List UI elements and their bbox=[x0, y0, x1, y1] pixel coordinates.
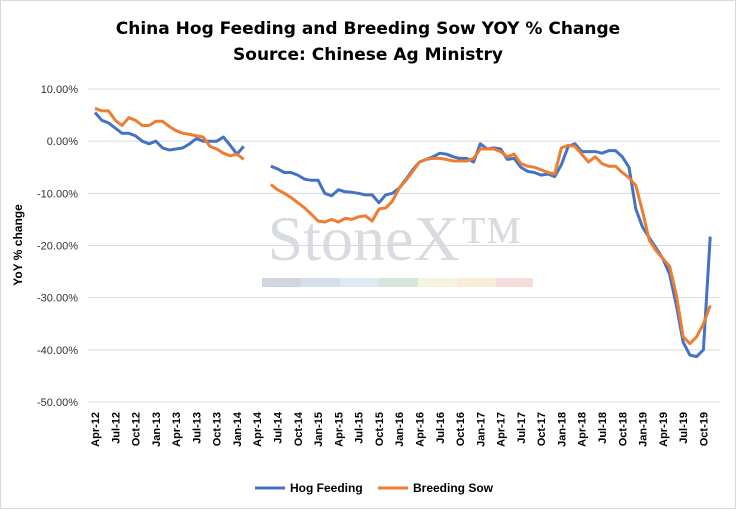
x-tick-label: Oct-19 bbox=[698, 412, 710, 446]
y-tick-label: -10.00% bbox=[37, 188, 78, 200]
x-tick-label: Apr-16 bbox=[414, 412, 426, 447]
y-tick-label: 10.00% bbox=[41, 84, 79, 96]
y-tick-label: 0.00% bbox=[47, 136, 78, 148]
x-tick-label: Apr-12 bbox=[90, 412, 102, 447]
x-tick-label: Jul-16 bbox=[435, 412, 447, 444]
x-tick-label: Apr-17 bbox=[496, 412, 508, 447]
y-tick-label: -20.00% bbox=[37, 241, 78, 253]
x-tick-label: Jul-14 bbox=[273, 411, 285, 444]
x-tick-label: Apr-18 bbox=[577, 412, 589, 447]
x-tick-label: Jan-19 bbox=[638, 412, 650, 447]
y-tick-label: -50.00% bbox=[37, 397, 78, 409]
data-line bbox=[94, 106, 712, 346]
x-tick-label: Apr-15 bbox=[333, 412, 345, 447]
legend-label: Breeding Sow bbox=[413, 481, 494, 495]
legend-label: Hog Feeding bbox=[290, 481, 363, 495]
x-tick-label: Jan-13 bbox=[151, 412, 163, 447]
y-tick-label: -30.00% bbox=[37, 293, 78, 305]
x-tick-label: Jan-16 bbox=[394, 412, 406, 447]
x-tick-label: Oct-15 bbox=[374, 412, 386, 446]
x-tick-label: Jul-19 bbox=[678, 412, 690, 444]
x-tick-label: Apr-14 bbox=[252, 411, 264, 447]
x-tick-label: Oct-14 bbox=[293, 411, 305, 446]
x-tick-label: Jul-12 bbox=[110, 412, 122, 444]
x-tick-label: Jan-18 bbox=[556, 412, 568, 447]
watermark: StoneX™ bbox=[268, 203, 523, 274]
x-tick-label: Jul-13 bbox=[191, 412, 203, 444]
x-tick-label: Jul-17 bbox=[516, 412, 528, 444]
x-tick-label: Oct-17 bbox=[536, 412, 548, 446]
chart-subtitle: Source: Chinese Ag Ministry bbox=[233, 45, 503, 65]
watermark-strip bbox=[262, 278, 533, 287]
x-tick-label: Apr-13 bbox=[171, 412, 183, 447]
x-tick-label: Apr-19 bbox=[658, 412, 670, 447]
chart-title: China Hog Feeding and Breeding Sow YOY %… bbox=[116, 19, 620, 39]
x-tick-label: Oct-12 bbox=[131, 412, 143, 446]
y-axis-label: YoY % change bbox=[11, 204, 25, 286]
x-tick-label: Jul-18 bbox=[597, 412, 609, 444]
x-tick-label: Oct-18 bbox=[617, 412, 629, 446]
x-tick-label: Jan-17 bbox=[475, 412, 487, 447]
x-tick-label: Oct-16 bbox=[455, 412, 467, 446]
x-tick-label: Jul-15 bbox=[354, 412, 366, 444]
y-tick-label: -40.00% bbox=[37, 345, 78, 357]
x-tick-label: Oct-13 bbox=[212, 412, 224, 446]
x-tick-label: Jan-15 bbox=[313, 412, 325, 447]
x-tick-label: Jan-14 bbox=[232, 411, 244, 447]
